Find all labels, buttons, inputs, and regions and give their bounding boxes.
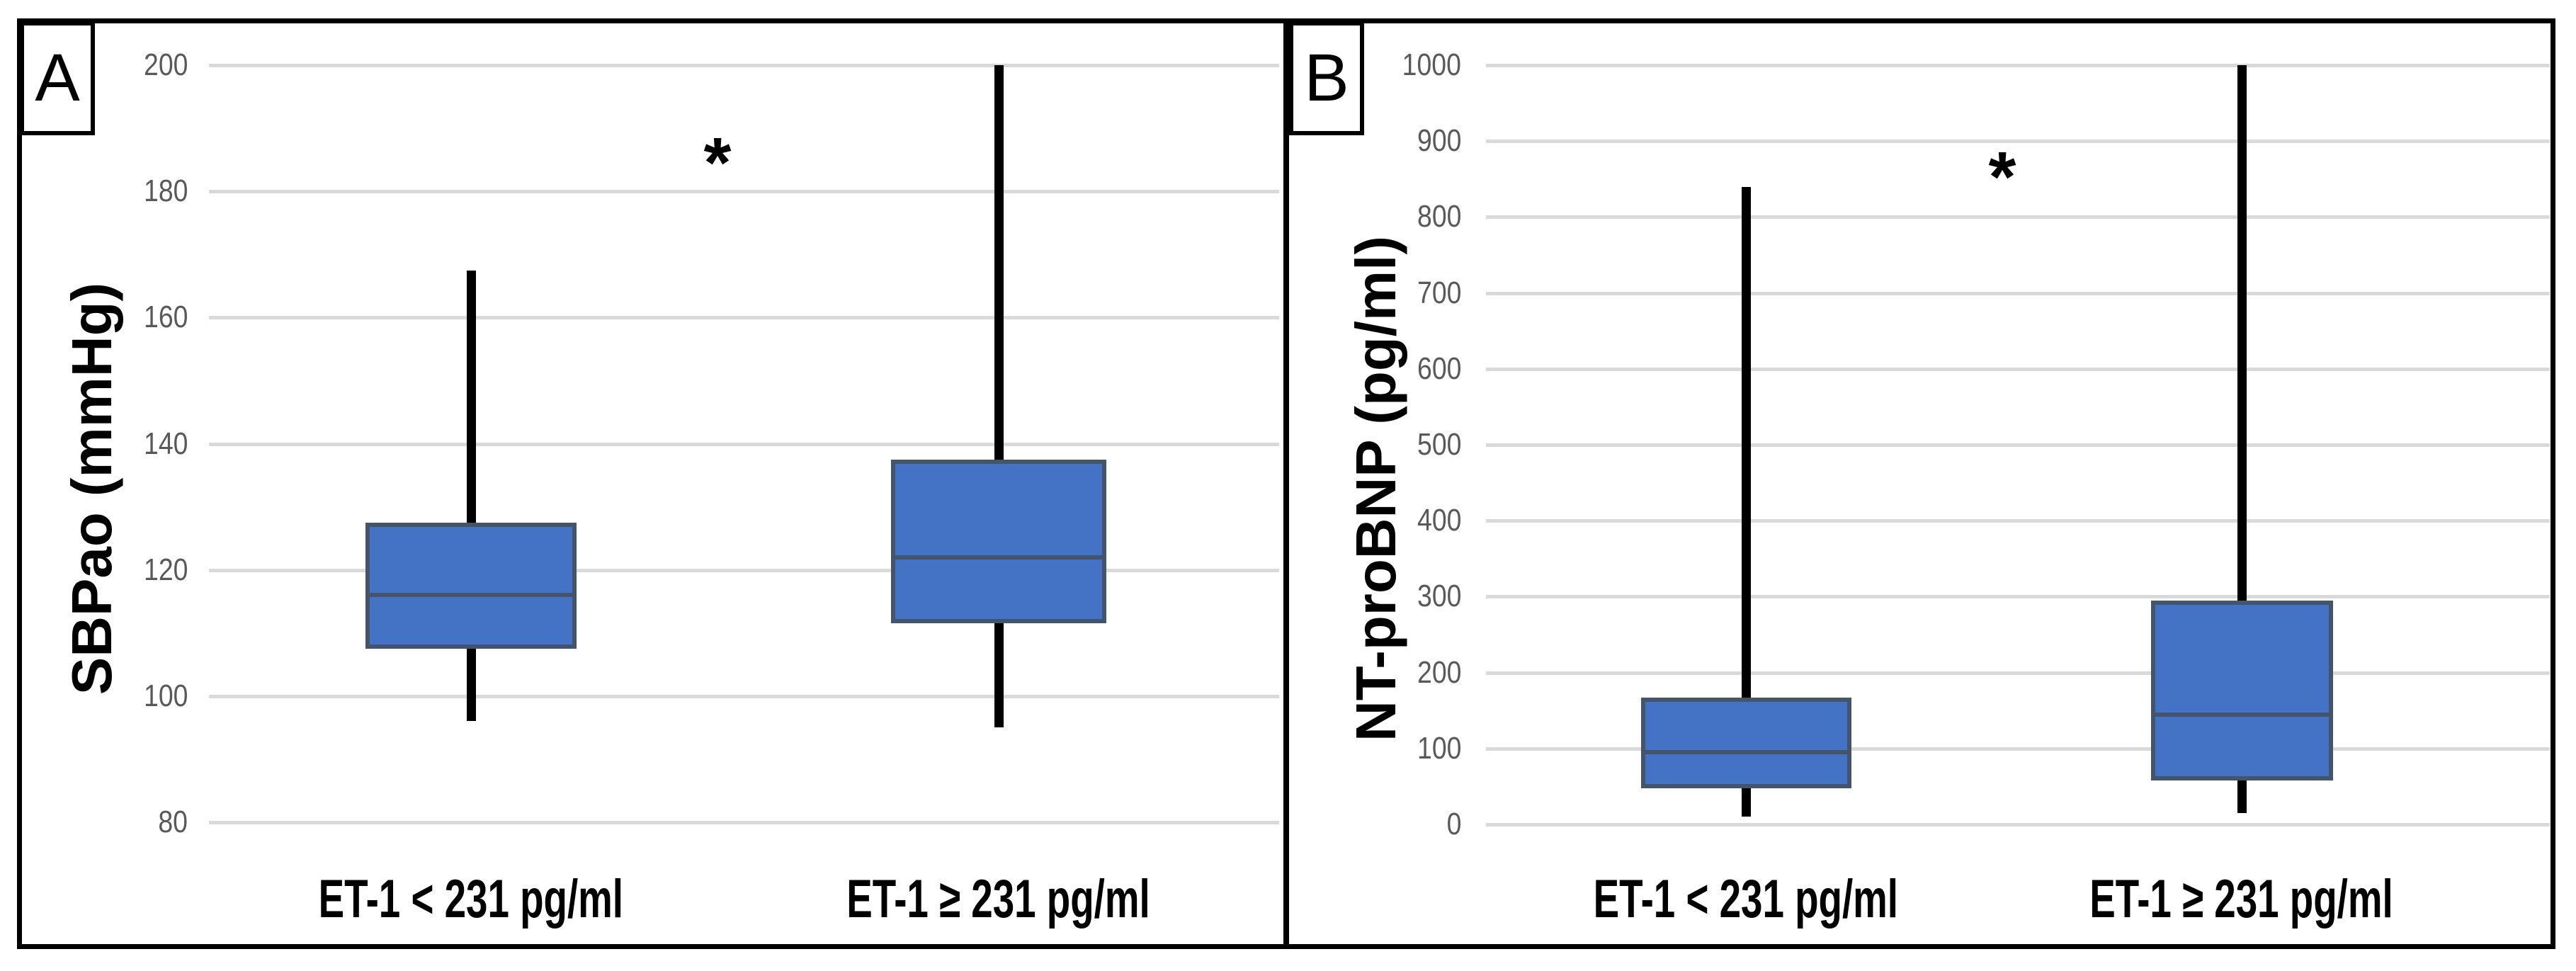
y-tick-label-text: 900 [1417,123,1461,159]
y-tick-label-text: 500 [1417,427,1461,462]
gridline [1486,140,2550,144]
y-tick-label: 500 [1263,424,1461,466]
gridline [1486,215,2550,220]
category-label-text: ET-1 ≥ 231 pg/ml [2089,869,2394,929]
y-tick-label-text: 200 [143,47,188,82]
significance-asterisk-text: * [1988,137,2016,217]
y-tick-label-text: 80 [158,805,188,839]
y-tick-label: 120 [0,549,188,591]
gridline [209,64,1279,67]
y-tick-label: 1000 [1263,44,1461,86]
y-tick-label: 180 [0,170,188,212]
gridline [1486,746,2550,751]
gridline [209,190,1279,194]
y-tick-label-text: 600 [1417,351,1461,386]
y-tick-label: 400 [1263,499,1461,542]
y-tick-label: 600 [1263,348,1461,390]
y-tick-label: 100 [1263,727,1461,770]
panel-divider-line [1283,18,1289,949]
y-axis-title: NT-proBNP (pg/ml) [1337,64,1415,914]
y-tick-label-text: 300 [1417,579,1461,614]
y-tick-label-text: 200 [1417,654,1461,690]
median-line [891,555,1106,560]
box [365,522,577,649]
gridline [209,694,1279,698]
y-tick-label-text: 1000 [1402,47,1461,82]
significance-asterisk-text: * [703,123,732,203]
median-line [365,593,577,598]
y-tick-label-text: 0 [1446,807,1461,841]
y-tick-label-text: 400 [1417,503,1461,538]
gridline [1486,595,2550,599]
category-label-text: ET-1 < 231 pg/ml [1593,869,1899,929]
whisker [1742,186,1751,817]
category-label: ET-1 < 231 pg/ml [152,864,790,935]
panel-label-box-text: B [1304,40,1349,115]
y-axis-title-text: NT-proBNP (pg/ml) [1344,235,1407,742]
gridline [209,568,1279,572]
gridline [1486,291,2550,295]
category-label-text: ET-1 < 231 pg/ml [318,869,624,929]
whisker [467,270,476,722]
significance-asterisk: * [1931,142,2073,212]
gridline [1486,823,2550,827]
box [2150,600,2333,780]
panel-label-box: A [20,21,95,135]
gridline [1486,367,2550,371]
panel-label-box: B [1289,21,1364,135]
gridline [209,442,1279,446]
whisker [994,65,1004,728]
y-tick-label-text: 100 [1417,730,1461,766]
y-tick-label: 200 [0,44,188,86]
significance-asterisk: * [647,127,788,198]
y-tick-label: 800 [1263,195,1461,238]
gridline [1486,443,2550,447]
y-tick-label-text: 160 [143,300,188,335]
y-tick-label: 140 [0,423,188,465]
y-tick-label: 700 [1263,272,1461,314]
y-axis-title: SBPao (mmHg) [53,64,131,914]
y-tick-label: 160 [0,296,188,339]
category-label-text: ET-1 ≥ 231 pg/ml [846,869,1151,929]
gridline [1486,671,2550,675]
panel-label-box-text: A [35,40,80,115]
gridline [209,821,1279,824]
y-axis-title-text: SBPao (mmHg) [60,282,123,695]
median-line [1640,750,1851,755]
gridline [209,316,1279,320]
y-tick-label-text: 100 [143,678,188,713]
category-label: ET-1 < 231 pg/ml [1427,864,2065,935]
y-tick-label-text: 180 [143,174,188,209]
y-tick-label: 200 [1263,652,1461,694]
box [1640,697,1851,788]
y-tick-label: 300 [1263,575,1461,618]
y-tick-label: 0 [1263,803,1461,846]
y-tick-label: 80 [0,801,188,844]
y-tick-label: 100 [0,675,188,717]
median-line [2150,712,2333,717]
category-label: ET-1 ≥ 231 pg/ml [680,864,1317,935]
y-tick-label-text: 800 [1417,199,1461,234]
gridline [1486,64,2550,67]
gridline [1486,519,2550,523]
y-tick-label: 900 [1263,120,1461,162]
y-tick-label-text: 700 [1417,275,1461,310]
y-tick-label-text: 140 [143,426,188,461]
y-tick-label-text: 120 [143,552,188,587]
box [891,459,1106,624]
category-label: ET-1 ≥ 231 pg/ml [1923,864,2560,935]
